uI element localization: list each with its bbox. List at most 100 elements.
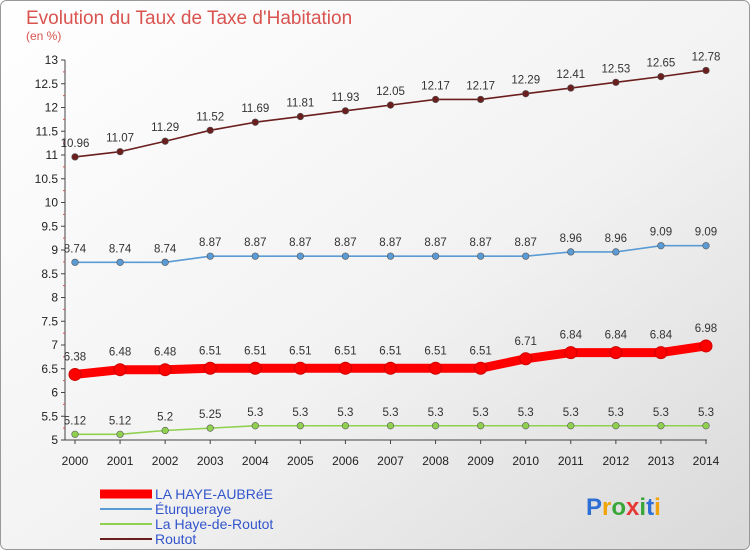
data-point <box>68 367 82 381</box>
data-point <box>431 422 440 430</box>
x-tick-label: 2010 <box>512 454 539 468</box>
data-label: 8.87 <box>289 237 311 249</box>
data-label: 11.81 <box>286 98 314 110</box>
data-point <box>251 252 259 260</box>
data-point <box>116 430 124 438</box>
y-tick-label: 12 <box>45 101 59 115</box>
data-point <box>113 363 127 377</box>
data-point <box>116 148 124 156</box>
legend-label: Routot <box>155 531 196 547</box>
logo-text: Proxiti <box>586 494 661 521</box>
data-label: 5.3 <box>383 407 399 419</box>
y-tick-label: 9.5 <box>41 219 58 233</box>
data-point <box>702 242 710 250</box>
data-label: 12.05 <box>376 86 405 98</box>
data-label: 8.96 <box>560 233 582 245</box>
data-label: 5.2 <box>157 412 173 424</box>
data-label: 5.3 <box>608 407 624 419</box>
data-point <box>158 363 172 377</box>
data-label: 6.98 <box>695 323 717 335</box>
logo-letter: i <box>639 494 646 521</box>
data-point <box>519 352 533 366</box>
data-point <box>474 361 488 375</box>
data-point <box>612 78 620 86</box>
data-point <box>338 361 352 375</box>
data-point <box>612 248 620 256</box>
data-point <box>248 361 262 375</box>
data-label: 12.17 <box>421 80 450 92</box>
x-tick-label: 2013 <box>648 454 675 468</box>
data-label: 5.3 <box>247 407 263 419</box>
data-label: 5.3 <box>518 407 534 419</box>
data-label: 8.87 <box>424 237 446 249</box>
data-point <box>293 361 307 375</box>
data-point <box>522 422 530 430</box>
data-label: 10.96 <box>61 138 90 150</box>
logo-letter: o <box>611 494 626 521</box>
data-label: 8.87 <box>334 237 356 249</box>
x-tick-label: 2014 <box>693 454 720 468</box>
data-point <box>567 422 575 430</box>
y-tick-label: 10 <box>45 196 59 210</box>
data-label: 6.51 <box>379 345 401 357</box>
data-point <box>341 107 350 115</box>
data-label: 6.51 <box>469 345 491 357</box>
x-tick-label: 2012 <box>603 454 630 468</box>
logo-letter: x <box>626 494 640 521</box>
logo-letter: P <box>586 494 602 521</box>
data-point <box>699 339 713 353</box>
legend-label: La Haye-de-Routot <box>155 516 273 532</box>
data-point <box>477 252 485 260</box>
data-label: 6.48 <box>154 347 176 359</box>
data-point <box>386 422 395 430</box>
data-point <box>567 248 575 256</box>
data-label: 8.87 <box>469 237 491 249</box>
data-label: 9.09 <box>650 227 672 239</box>
data-label: 6.84 <box>560 330 583 342</box>
data-label: 12.29 <box>511 75 540 87</box>
x-tick-label: 2011 <box>558 454 584 468</box>
data-label: 12.53 <box>601 63 630 75</box>
data-label: 5.3 <box>473 407 489 419</box>
data-label: 6.38 <box>64 351 86 363</box>
x-tick-label: 2006 <box>332 454 359 468</box>
data-label: 8.87 <box>244 237 266 249</box>
x-tick-label: 2002 <box>152 454 179 468</box>
x-tick-label: 2001 <box>107 454 134 468</box>
chart-title: Evolution du Taux de Taxe d'Habitation <box>26 8 352 29</box>
x-tick-label: 2009 <box>467 454 494 468</box>
y-tick-label: 5 <box>51 433 58 447</box>
data-label: 6.84 <box>605 330 628 342</box>
data-label: 11.52 <box>196 111 224 123</box>
data-point <box>567 84 575 92</box>
data-point <box>612 422 620 430</box>
x-tick-label: 2005 <box>287 454 314 468</box>
data-label: 8.87 <box>515 237 537 249</box>
data-point <box>431 252 440 260</box>
x-tick-label: 2003 <box>197 454 224 468</box>
data-point <box>522 90 530 98</box>
logo-letter: r <box>602 494 611 521</box>
data-label: 8.74 <box>64 243 87 255</box>
y-tick-label: 8 <box>51 291 58 305</box>
data-label: 6.84 <box>650 330 673 342</box>
y-tick-label: 13 <box>45 53 59 67</box>
data-point <box>341 422 350 430</box>
data-label: 12.41 <box>556 69 585 81</box>
y-tick-label: 10.5 <box>35 172 59 186</box>
proxiti-logo: Proxiti <box>586 494 661 521</box>
data-point <box>203 361 217 375</box>
data-point <box>657 242 665 250</box>
data-point <box>657 73 665 81</box>
data-point <box>296 422 304 430</box>
data-label: 5.3 <box>653 407 669 419</box>
data-label: 12.17 <box>466 80 495 92</box>
data-label: 11.69 <box>241 103 269 115</box>
data-point <box>477 422 485 430</box>
data-point <box>341 252 350 260</box>
data-label: 5.3 <box>698 407 714 419</box>
data-point <box>206 252 214 260</box>
data-point <box>296 112 304 121</box>
data-label: 6.51 <box>289 345 311 357</box>
